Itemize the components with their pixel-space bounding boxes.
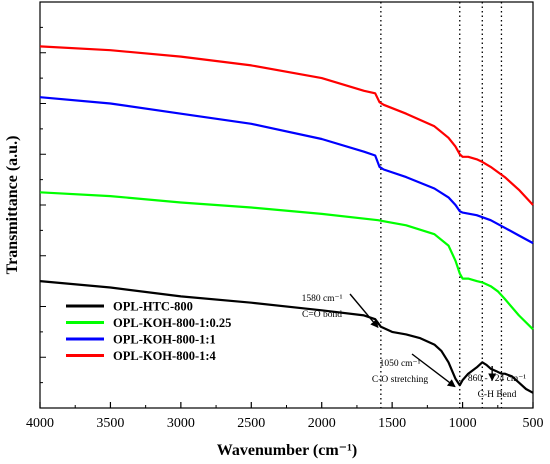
annotation-text: 1580 cm⁻¹: [302, 294, 343, 304]
annotations: 1580 cm⁻¹ C=O bond 1050 cm⁻¹ C-O stretching…: [302, 293, 526, 400]
legend-label: OPL-HTC-800: [113, 300, 193, 314]
plot-frame: [39, 1, 534, 409]
legend: OPL-HTC-800 OPL-KOH-800-1:0.25 OPL-KOH-800…: [66, 300, 231, 363]
series-line: [39, 45, 534, 206]
y-axis-label: Transmittance (a.u.): [4, 136, 21, 275]
annotation-text: 1050 cm⁻¹: [380, 359, 421, 369]
series-lines: [39, 45, 534, 394]
annotation-arrow: [411, 353, 456, 388]
x-tick-label: 500: [523, 416, 544, 431]
x-tick-label: 1000: [449, 416, 477, 431]
y-ticks: [40, 1, 46, 409]
annotation-text: C-H Bend: [478, 390, 517, 400]
annotation-text: 860 - 724 cm⁻¹: [468, 374, 526, 384]
annotation-arrow: [349, 293, 379, 329]
annotation-text: C-O stretching: [372, 375, 428, 385]
x-tick-label: 2500: [237, 416, 265, 431]
legend-label: OPL-KOH-800-1:1: [113, 333, 216, 347]
x-tick-label: 3500: [96, 416, 124, 431]
x-tick-label: 3000: [167, 416, 195, 431]
x-axis-label: Wavenumber (cm⁻¹): [217, 442, 357, 459]
series-line: [39, 191, 534, 331]
series-line: [39, 280, 534, 394]
annotation-text: C=O bond: [302, 310, 342, 320]
x-ticks: 4000 3500 3000 2500 2000 1500 1000 500: [26, 402, 544, 431]
series-line: [39, 96, 534, 245]
legend-label: OPL-KOH-800-1:0.25: [113, 316, 231, 330]
x-tick-label: 2000: [308, 416, 336, 431]
legend-label: OPL-KOH-800-1:4: [113, 349, 217, 363]
x-tick-label: 1500: [378, 416, 406, 431]
x-tick-label: 4000: [26, 416, 54, 431]
reference-lines: [380, 2, 503, 408]
